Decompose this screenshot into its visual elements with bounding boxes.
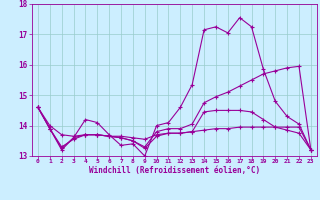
X-axis label: Windchill (Refroidissement éolien,°C): Windchill (Refroidissement éolien,°C) [89, 166, 260, 175]
